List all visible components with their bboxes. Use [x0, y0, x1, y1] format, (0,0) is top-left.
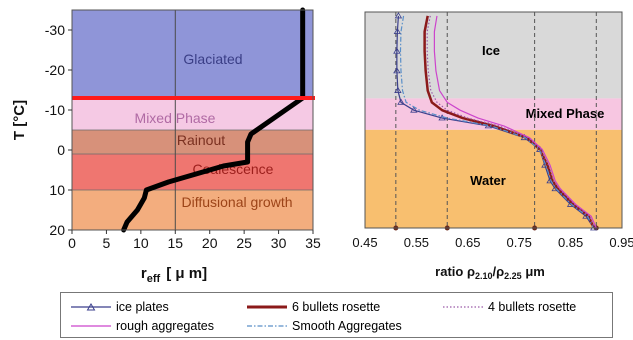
legend-item-smooth-aggregates: Smooth Aggregates	[245, 318, 402, 334]
legend-swatch-rough-aggregates	[71, 325, 111, 327]
band-rainout	[72, 130, 313, 154]
y-tick-label: -10	[45, 102, 65, 118]
series-line-6-bullets-rosette	[423, 15, 595, 229]
band-label: Glaciated	[183, 51, 242, 67]
legend-swatch-6-bullets-rosette	[247, 305, 287, 309]
x-axis-label-units: μm	[522, 264, 545, 279]
x-axis-label-main: ratio ρ	[435, 264, 475, 279]
legend-item-ice-plates: ice plates	[69, 299, 169, 315]
x-axis-label-subscript: 2.10	[475, 271, 493, 281]
x-axis-label: reff [ μ m]	[141, 265, 207, 285]
x-tick-label: 35	[305, 235, 321, 251]
band-glaciated	[72, 10, 313, 98]
legend-label: ice plates	[116, 300, 169, 314]
y-tick-label: 10	[49, 182, 65, 198]
legend-label: Smooth Aggregates	[292, 319, 402, 333]
band-label: Rainout	[177, 132, 225, 148]
x-tick-label: 0.45	[352, 235, 377, 250]
band-label: Coalescence	[193, 161, 274, 177]
x-tick-label: 0.95	[609, 235, 633, 250]
x-axis-label-main: r	[141, 265, 147, 282]
legend-item-4-bullets-rosette: 4 bullets rosette	[441, 299, 576, 315]
band-mixed-phase	[365, 98, 622, 130]
band-label: Diffusional growth	[181, 194, 292, 210]
legend-label: rough aggregates	[116, 319, 214, 333]
series-marker-ice-plates	[394, 86, 402, 93]
series-line-rough-aggregates	[433, 15, 597, 229]
series-line-smooth-aggregates	[399, 15, 594, 229]
x-axis-label-divider: /ρ	[493, 264, 505, 279]
band-coalescence	[72, 154, 313, 190]
x-tick-label: 20	[202, 235, 218, 251]
right-chart-ratio-vs-temperature: Ice Mixed Phase Water 0.45 0.55 0.65 0.75 0.85 0…	[352, 11, 633, 281]
plot-frame	[364, 11, 623, 229]
y-tick-label: 20	[49, 222, 65, 238]
x-tick-label: 0.55	[404, 235, 429, 250]
y-tick-label: 0	[57, 142, 65, 158]
legend-item-6-bullets-rosette: 6 bullets rosette	[245, 299, 380, 315]
band-label: Ice	[482, 43, 500, 58]
legend-swatch-4-bullets-rosette	[443, 306, 483, 308]
x-tick-label: 10	[133, 235, 149, 251]
x-axis-label-subscript: eff	[147, 273, 161, 285]
reff-profile-line	[121, 7, 306, 233]
band-mixed-phase	[72, 98, 313, 130]
series-marker-ice-plates	[393, 67, 401, 74]
x-axis-label: ratio ρ2.10/ρ2.25 μm	[435, 264, 545, 281]
series-marker-ice-plates	[393, 27, 402, 35]
x-tick-label: 5	[103, 235, 111, 251]
legend-swatch-marker	[86, 303, 96, 311]
x-axis-label-units: [ μ m]	[166, 265, 207, 282]
x-tick-label: 0.85	[558, 235, 583, 250]
x-tick-label: 25	[236, 235, 252, 251]
series-marker-ice-plates	[397, 98, 405, 105]
legend-label: 6 bullets rosette	[292, 300, 381, 314]
legend: ice plates 6 bullets rosette 4 bullets r…	[60, 292, 613, 338]
x-axis-label-subscript: 2.25	[504, 271, 522, 281]
figure: Glaciated Mixed Phase Rainout Coalescence Di…	[11, 7, 633, 285]
x-tick-label: 0.65	[455, 235, 480, 250]
band-label: Water	[470, 173, 506, 188]
band-ice	[365, 12, 622, 99]
series-marker-ice-plates	[394, 12, 403, 19]
y-tick-label: -30	[45, 22, 65, 38]
series-marker-ice-plates	[410, 106, 418, 113]
x-tick-label: 0.75	[507, 235, 532, 250]
series-marker-ice-plates	[393, 47, 401, 54]
band-diffusional-growth	[72, 190, 313, 230]
y-axis-label: T [°C]	[11, 100, 28, 140]
legend-label: 4 bullets rosette	[488, 300, 577, 314]
legend-swatch-ice-plates	[71, 303, 111, 311]
legend-item-rough-aggregates: rough aggregates	[69, 318, 214, 334]
band-label: Mixed Phase	[526, 106, 605, 121]
x-tick-label: 15	[167, 235, 183, 251]
plot-frame	[71, 9, 314, 231]
legend-swatch-smooth-aggregates	[247, 325, 287, 327]
x-tick-label: 30	[271, 235, 287, 251]
series-line-4-bullets-rosette	[426, 15, 596, 229]
series-line-ice-plates	[396, 15, 595, 229]
y-tick-label: -20	[45, 62, 65, 78]
x-tick-label: 0	[68, 235, 76, 251]
